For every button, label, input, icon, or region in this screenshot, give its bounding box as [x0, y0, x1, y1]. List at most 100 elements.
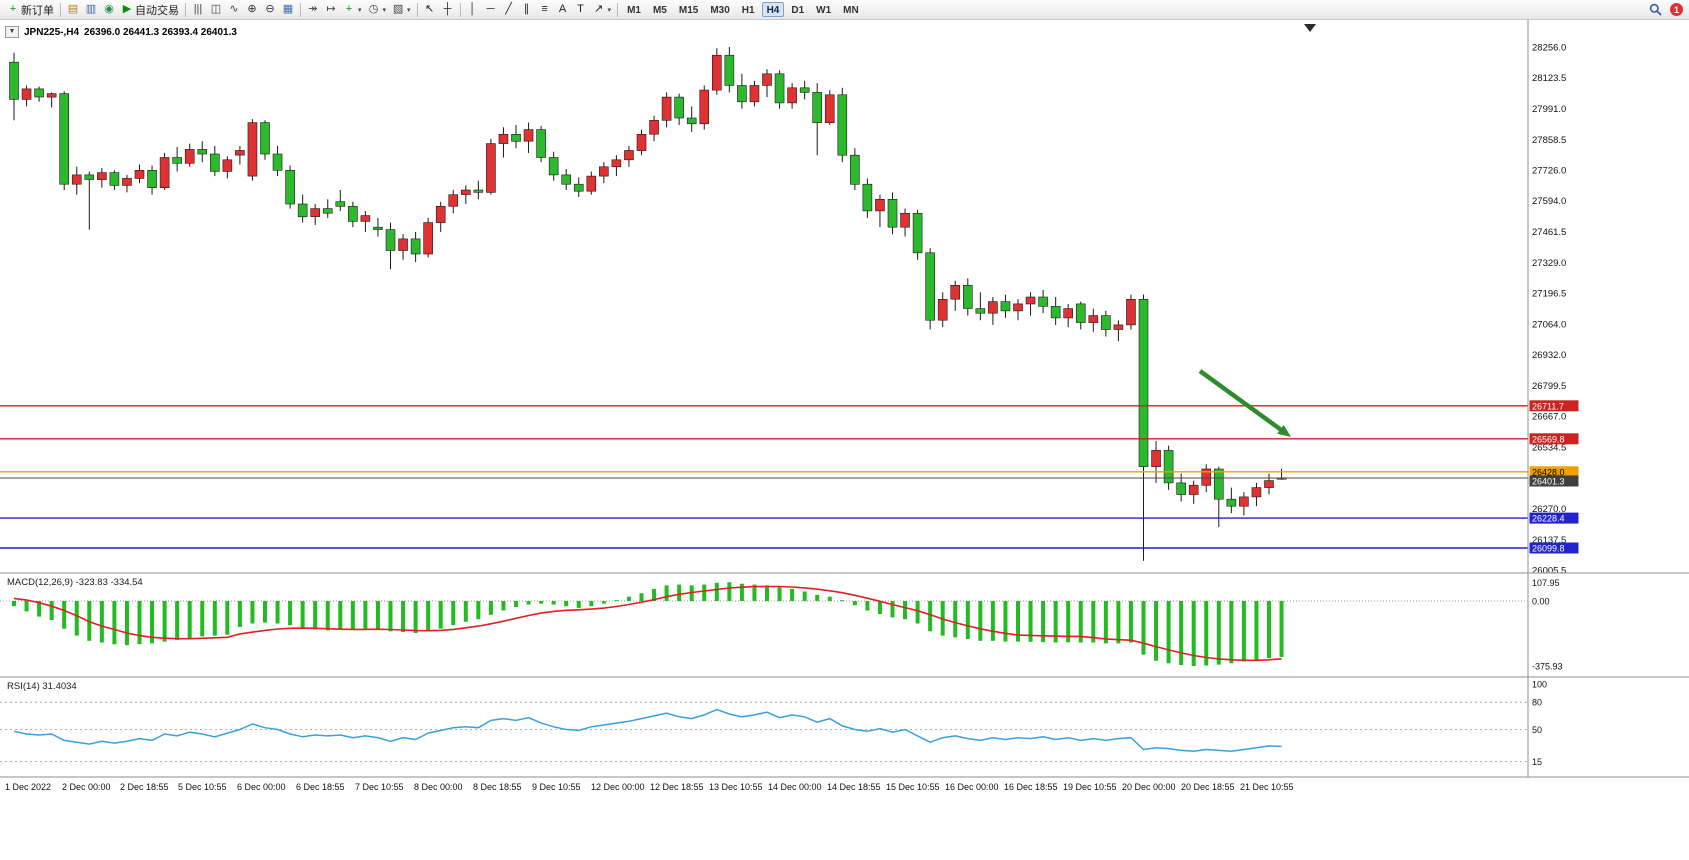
candle-bullish: [460, 189, 471, 195]
candle-bearish: [1214, 468, 1224, 500]
text-button[interactable]: A: [554, 1, 572, 18]
candle-bullish: [21, 88, 32, 100]
new-order-button-label: 新订单: [21, 4, 54, 17]
candle-bullish: [1264, 480, 1274, 488]
candle-bullish: [1013, 303, 1023, 312]
candle-bearish: [737, 85, 747, 103]
candle-bullish: [787, 87, 797, 104]
candle-bullish: [1088, 315, 1099, 323]
chart-title-bar: ▼ JPN225-,H4 26396.0 26441.3 26393.4 264…: [5, 26, 237, 38]
crosshair-button[interactable]: ┼: [439, 1, 457, 18]
candle-bearish: [1163, 450, 1174, 484]
indicators-button[interactable]: + ▾: [340, 1, 365, 18]
time-axis-label: 21 Dec 10:55: [1240, 782, 1294, 792]
chart-shift-marker[interactable]: [1304, 24, 1316, 32]
toolbar-buttons: + 新订单 ▤ ▥ ◉ ▶ 自动交易 ||| ◫ ∿ ⊕ ⊖ ▦ ↠ ↦ + ▾ ◷ ▾ ▧ ▾ ↖ ┼ │ ─ ╱ ∥ ≡ A T ↗ ▾: [4, 0, 621, 19]
macd-scale-label: -375.93: [1532, 662, 1563, 672]
timeframe-mn-button[interactable]: MN: [843, 5, 859, 16]
tile-windows-button[interactable]: ▦: [279, 1, 297, 18]
candle-bullish: [310, 208, 321, 218]
profiles-button[interactable]: ▤: [64, 1, 82, 18]
candle-bearish: [925, 252, 935, 321]
candle-bullish: [636, 134, 647, 151]
cursor-button[interactable]: ↖: [421, 1, 439, 18]
timeframe-h4-button[interactable]: H4: [761, 2, 785, 17]
rsi-indicator-label: RSI(14) 31.4034: [7, 681, 77, 692]
candle-bullish: [711, 54, 722, 91]
zoom-out-button[interactable]: ⊖: [261, 1, 279, 18]
horizontal-line-icon: ─: [486, 3, 495, 15]
candle-bearish: [686, 117, 697, 125]
trendline-button[interactable]: ╱: [500, 1, 518, 18]
search-button[interactable]: [1646, 1, 1665, 18]
navigator-button[interactable]: ◉: [100, 1, 118, 18]
timeframe-m30-button[interactable]: M30: [710, 5, 730, 16]
timeframe-m5-button[interactable]: M5: [652, 5, 667, 16]
time-axis-label: 9 Dec 10:55: [532, 782, 581, 792]
candle-bearish: [322, 208, 333, 214]
horizontal-line-button[interactable]: ─: [482, 1, 500, 18]
time-axis-label: 12 Dec 00:00: [591, 782, 645, 792]
candle-bearish: [59, 93, 70, 185]
channel-button[interactable]: ∥: [518, 1, 536, 18]
price-axis-label: 27461.5: [1532, 227, 1566, 238]
candle-bullish: [159, 157, 170, 189]
auto-scroll-button[interactable]: ↠: [304, 1, 322, 18]
chart-line-icon: ∿: [229, 3, 239, 15]
candle-bearish: [197, 149, 208, 155]
candle-bullish: [824, 94, 835, 124]
templates-button[interactable]: ▧ ▾: [389, 1, 414, 18]
time-axis-label: 2 Dec 00:00: [62, 782, 111, 792]
new-order-button[interactable]: + 新订单: [4, 1, 57, 18]
candle-bullish: [649, 120, 659, 135]
vertical-line-button[interactable]: │: [464, 1, 482, 18]
text-label-button[interactable]: T: [572, 1, 590, 18]
crosshair-icon: ┼: [443, 3, 452, 15]
candle-bullish: [486, 143, 496, 193]
candle-bullish: [699, 89, 710, 125]
candle-bearish: [147, 170, 157, 189]
periods-button[interactable]: ◷ ▾: [365, 1, 390, 18]
fibonacci-button[interactable]: ≡: [536, 1, 554, 18]
auto-trading-button[interactable]: ▶ 自动交易: [118, 1, 182, 18]
candle-bearish: [84, 174, 95, 180]
chart-ohlc-values: 26396.0 26441.3 26393.4 26401.3: [84, 26, 237, 38]
candle-bearish: [1226, 498, 1237, 507]
candle-bearish: [887, 199, 898, 228]
candle-bearish: [850, 154, 860, 185]
chart-bars-button[interactable]: |||: [189, 1, 207, 18]
dropdown-arrow-icon: ▾: [607, 6, 612, 14]
timeframe-h1-button[interactable]: H1: [741, 5, 755, 16]
timeframe-m1-button[interactable]: M1: [627, 5, 641, 16]
market-watch-button[interactable]: ▥: [82, 1, 100, 18]
trend-arrow[interactable]: [1198, 369, 1282, 432]
candle-bullish: [900, 213, 910, 228]
candle-bullish: [1239, 496, 1249, 507]
zoom-in-button[interactable]: ⊕: [243, 1, 261, 18]
auto-trading-button-label: 自动交易: [135, 4, 179, 17]
candle-bullish: [661, 96, 672, 121]
chart-candles-button[interactable]: ◫: [207, 1, 225, 18]
timeframe-d1-button[interactable]: D1: [791, 5, 805, 16]
price-axis-label: 27858.5: [1532, 135, 1566, 146]
candle-bearish: [799, 87, 810, 93]
candle-bearish: [285, 170, 295, 205]
candle-bearish: [837, 94, 848, 156]
one-click-trading-toggle[interactable]: ▼: [5, 26, 19, 38]
timeframe-w1-button[interactable]: W1: [816, 5, 832, 16]
candle-bullish: [498, 134, 509, 144]
price-axis-label: 27329.0: [1532, 258, 1566, 269]
tile-windows-icon: ▦: [282, 3, 294, 15]
time-axis-label: 8 Dec 00:00: [414, 782, 463, 792]
time-axis-label: 7 Dec 10:55: [355, 782, 404, 792]
chart-shift-button[interactable]: ↦: [322, 1, 340, 18]
chart-line-button[interactable]: ∿: [225, 1, 243, 18]
toolbar-separator: [185, 2, 186, 17]
candle-bearish: [373, 226, 383, 230]
time-axis-label: 8 Dec 18:55: [473, 782, 522, 792]
timeframe-m15-button[interactable]: M15: [678, 5, 699, 16]
arrows-button[interactable]: ↗ ▾: [590, 1, 615, 18]
notification-badge[interactable]: 1: [1670, 3, 1683, 16]
candle-bearish: [260, 122, 270, 155]
